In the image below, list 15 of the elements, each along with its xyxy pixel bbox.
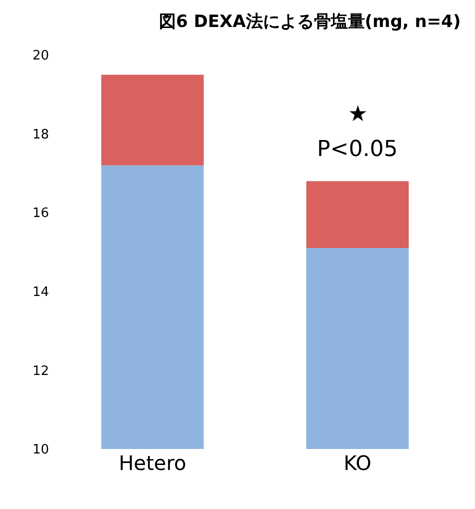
annotation: ★	[348, 102, 368, 127]
bar	[101, 165, 204, 449]
y-tick-label: 12	[32, 364, 49, 379]
bar	[306, 181, 409, 248]
x-tick-label: Hetero	[118, 451, 186, 475]
bar	[306, 248, 409, 449]
y-tick-label: 16	[32, 206, 49, 222]
y-tick-label: 20	[32, 48, 49, 64]
x-tick-label: KO	[344, 451, 372, 475]
bar	[101, 74, 204, 166]
chart-title: 図6 DEXA法による骨塩量(mg, n=4)	[159, 12, 461, 32]
y-tick-label: 10	[32, 442, 49, 458]
annotation: P<0.05	[317, 137, 398, 162]
y-tick-label: 14	[32, 284, 49, 300]
y-tick-label: 18	[32, 127, 49, 142]
